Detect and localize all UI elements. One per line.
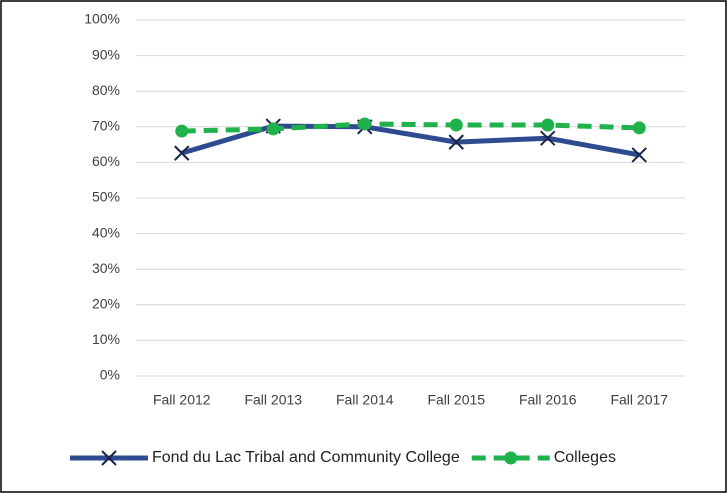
point-marker (632, 121, 646, 135)
point-marker (540, 130, 556, 146)
y-tick-label: 30% (92, 260, 120, 276)
x-tick-label: Fall 2012 (153, 392, 211, 408)
y-tick-label: 80% (92, 82, 120, 98)
point-marker (174, 145, 190, 161)
y-tick-label: 10% (92, 331, 120, 347)
point-marker (266, 122, 280, 136)
y-tick-label: 100% (84, 11, 120, 27)
point-marker (541, 118, 555, 132)
y-tick-label: 20% (92, 296, 120, 312)
legend-marker (504, 451, 518, 465)
x-tick-label: Fall 2017 (610, 392, 668, 408)
y-tick-label: 90% (92, 46, 120, 62)
y-tick-label: 70% (92, 118, 120, 134)
x-tick-label: Fall 2015 (427, 392, 485, 408)
y-tick-label: 60% (92, 153, 120, 169)
point-marker (448, 134, 464, 150)
y-tick-label: 40% (92, 224, 120, 240)
point-marker (449, 118, 463, 132)
legend-marker (101, 450, 117, 466)
legend-label: Colleges (554, 449, 616, 466)
x-tick-label: Fall 2016 (519, 392, 577, 408)
legend-label: Fond du Lac Tribal and Community College (152, 449, 460, 466)
series-line (181, 121, 640, 134)
y-tick-label: 50% (92, 189, 120, 205)
y-tick-label: 0% (100, 367, 120, 383)
x-tick-label: Fall 2013 (244, 392, 302, 408)
point-marker (631, 147, 647, 163)
x-tick-label: Fall 2014 (336, 392, 394, 408)
point-marker (175, 124, 189, 138)
point-marker (358, 117, 372, 131)
